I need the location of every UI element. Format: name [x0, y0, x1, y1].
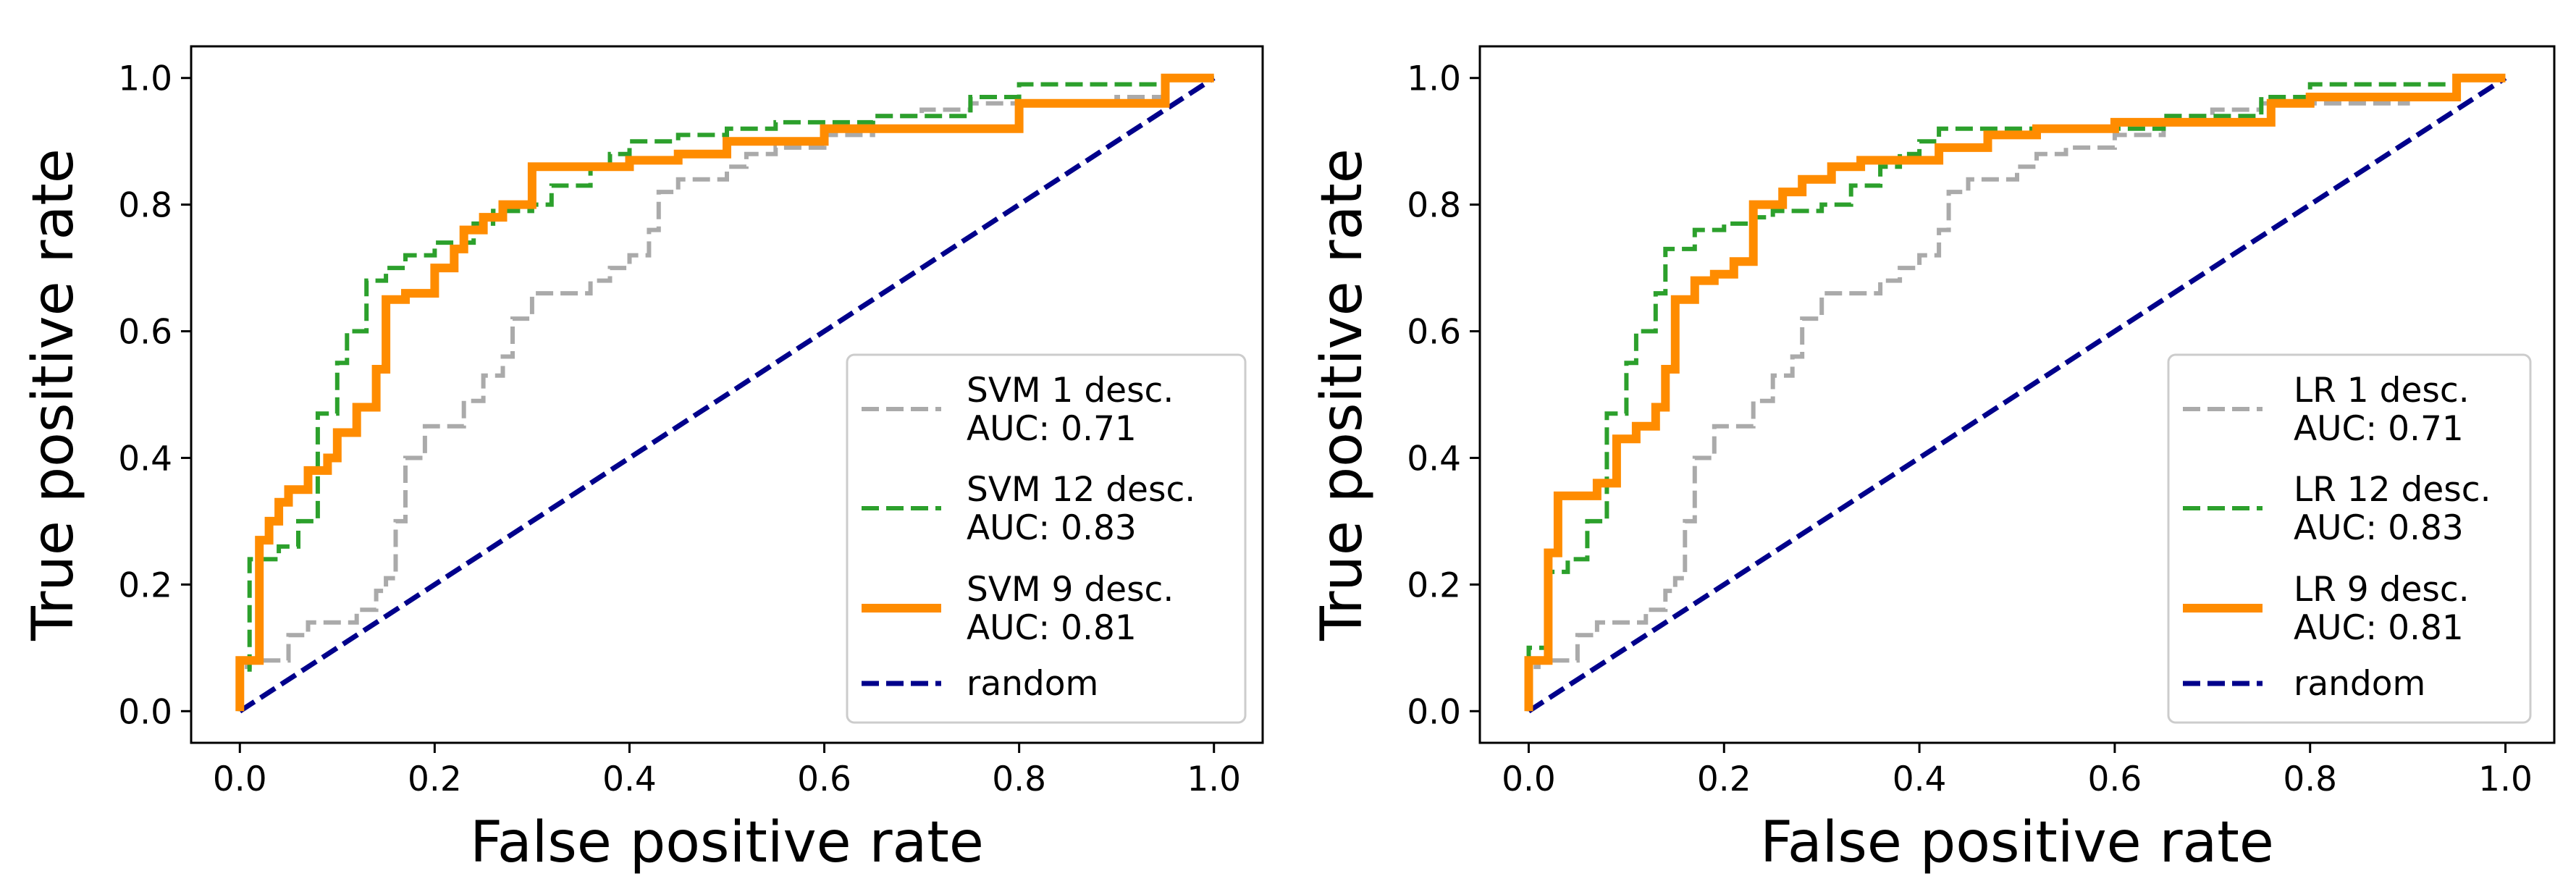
- svm-series-random: [238, 75, 1216, 714]
- svm-legend-frame: [846, 353, 1247, 724]
- lr-legend-name-1: LR 1 desc.: [2294, 371, 2470, 411]
- lr-x-tick-label: 0.0: [1502, 759, 1556, 799]
- lr-legend-auc-3: AUC: 0.81: [2294, 608, 2464, 648]
- svm-legend-name-2: SVM 12 desc.: [967, 470, 1195, 510]
- lr-y-tick-label: 0.2: [1407, 565, 1461, 605]
- lr-legend-auc-2: AUC: 0.83: [2294, 508, 2464, 548]
- svm-series-svm-12-desc: [237, 75, 1214, 712]
- svm-y-tick-label: 0.8: [118, 186, 172, 226]
- svm-y-axis-label: True positive rate: [21, 148, 86, 641]
- lr-y-tick-label: 0.8: [1407, 186, 1461, 226]
- svm-x-tick-label: 0.8: [992, 759, 1046, 799]
- lr-legend-frame: [2167, 353, 2532, 724]
- svm-series-layer: [235, 73, 1216, 714]
- svm-y-tick-label: 1.0: [118, 59, 172, 99]
- lr-y-tick-label: 1.0: [1407, 59, 1461, 99]
- lr-legend-name-3: LR 9 desc.: [2294, 570, 2470, 610]
- lr-x-tick-label: 0.2: [1697, 759, 1751, 799]
- lr-series-random: [1527, 75, 2507, 714]
- svm-ticks-layer: 0.0 0.2 0.4 0.6 0.8 1.0 0.0 0.2 0.4 0.6 0.8 1.0: [118, 59, 1241, 799]
- chart-lr: 0.0 0.2 0.4 0.6 0.8 1.0 0.0 0.2 0.4 0.6 0.8 1.0 Fal…: [1310, 45, 2556, 875]
- lr-legend-name-2: LR 12 desc.: [2294, 470, 2491, 510]
- lr-axes-frame: [1478, 45, 2556, 744]
- svm-legend: SVM 1 desc. AUC: 0.71 SVM 12 desc. AUC: …: [846, 353, 1247, 724]
- lr-ticks-layer: 0.0 0.2 0.4 0.6 0.8 1.0 0.0 0.2 0.4 0.6 0.8 1.0: [1407, 59, 2533, 799]
- lr-y-tick-label: 0.4: [1407, 439, 1461, 479]
- lr-legend: LR 1 desc. AUC: 0.71 LR 12 desc. AUC: 0.…: [2167, 353, 2532, 724]
- lr-legend-auc-1: AUC: 0.71: [2294, 409, 2464, 449]
- svm-x-tick-label: 0.6: [797, 759, 851, 799]
- svm-series-svm-1-desc: [237, 75, 1214, 712]
- lr-legend-name-4: random: [2294, 664, 2425, 704]
- svm-x-tick-label: 0.4: [602, 759, 657, 799]
- svm-legend-auc-3: AUC: 0.81: [967, 608, 1137, 648]
- svm-y-tick-label: 0.4: [118, 439, 172, 479]
- svm-legend-name-4: random: [967, 664, 1098, 704]
- svm-legend-name-1: SVM 1 desc.: [967, 371, 1174, 411]
- lr-y-tick-label: 0.0: [1407, 692, 1461, 732]
- svm-legend-auc-2: AUC: 0.83: [967, 508, 1137, 548]
- svm-y-tick-label: 0.2: [118, 565, 172, 605]
- lr-x-tick-label: 0.8: [2283, 759, 2337, 799]
- lr-x-tick-label: 1.0: [2478, 759, 2533, 799]
- chart-svm: 0.0 0.2 0.4 0.6 0.8 1.0 0.0 0.2 0.4 0.6 0.8 1.0 Fal…: [21, 45, 1264, 875]
- svm-y-tick-label: 0.6: [118, 313, 172, 353]
- lr-y-axis-label: True positive rate: [1310, 148, 1375, 641]
- svm-y-tick-label: 0.0: [118, 692, 172, 732]
- lr-series-lr-1-desc: [1526, 75, 2506, 712]
- lr-series-lr-9-desc: [1524, 73, 2506, 712]
- lr-x-tick-label: 0.4: [1893, 759, 1947, 799]
- svm-x-axis-label: False positive rate: [470, 810, 984, 875]
- svm-x-tick-label: 0.2: [408, 759, 462, 799]
- svm-axes-frame: [190, 45, 1264, 744]
- svm-legend-auc-1: AUC: 0.71: [967, 409, 1137, 449]
- lr-series-layer: [1524, 73, 2507, 714]
- lr-x-tick-label: 0.6: [2088, 759, 2142, 799]
- lr-y-tick-label: 0.6: [1407, 313, 1461, 353]
- lr-x-axis-label: False positive rate: [1760, 810, 2274, 875]
- svm-series-svm-9-desc: [235, 73, 1214, 712]
- svm-x-tick-label: 0.0: [213, 759, 267, 799]
- svm-legend-name-3: SVM 9 desc.: [967, 570, 1174, 610]
- svm-x-tick-label: 1.0: [1187, 759, 1241, 799]
